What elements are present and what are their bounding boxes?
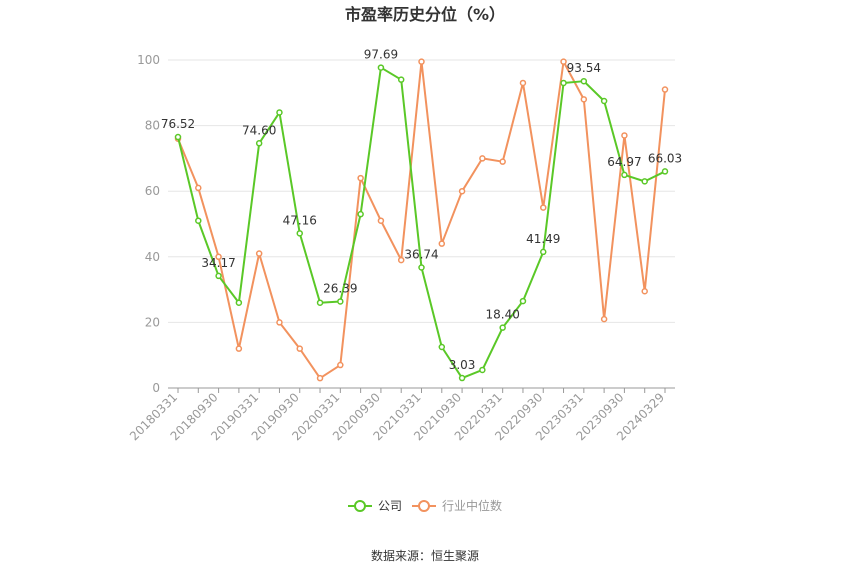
- legend-company-label: 公司: [378, 499, 402, 513]
- industry-median-point: [397, 256, 405, 264]
- legend[interactable]: 公司 行业中位数: [348, 498, 502, 513]
- industry-median-point: [215, 253, 222, 261]
- industry-median-point: [560, 58, 567, 65]
- company-point: [479, 366, 486, 374]
- data-label: 34.17: [201, 256, 235, 270]
- data-label: 3.03: [449, 358, 476, 372]
- company-point: [235, 299, 243, 306]
- data-label: 66.03: [648, 151, 682, 165]
- company-point: [540, 248, 547, 256]
- company-point: [458, 374, 466, 382]
- y-tick-label: 60: [145, 184, 160, 198]
- company-line: [177, 66, 666, 380]
- company-point: [641, 178, 648, 185]
- company-point: [195, 217, 202, 224]
- industry-median-point: [296, 345, 303, 352]
- data-labels: 76.52 34.17 74.60 47.16 26.39 97.69 36.74 3.03 1…: [161, 48, 682, 372]
- industry-median-point: [235, 345, 243, 352]
- company-point: [357, 210, 364, 218]
- company-point: [499, 324, 506, 331]
- industry-median-point: [337, 361, 344, 369]
- company-point: [621, 171, 628, 179]
- data-label: 74.60: [242, 123, 276, 137]
- industry-median-point: [377, 217, 385, 224]
- industry-median-point: [621, 132, 628, 139]
- company-point: [337, 298, 344, 305]
- industry-median-point: [600, 315, 608, 323]
- company-point: [397, 76, 405, 83]
- industry-median-point: [661, 86, 669, 93]
- industry-median-point: [580, 96, 588, 103]
- company-point: [255, 140, 263, 147]
- y-tick-label: 80: [145, 119, 160, 133]
- grid-lines: [168, 59, 675, 323]
- y-tick-label: 40: [145, 250, 160, 264]
- industry-median-point: [641, 287, 648, 295]
- company-point: [438, 343, 446, 351]
- company-point: [560, 79, 567, 87]
- industry-median-point: [479, 155, 486, 162]
- data-label: 18.40: [485, 308, 519, 322]
- company-point: [661, 168, 669, 175]
- company-point: [519, 297, 527, 305]
- industry-median-point: [458, 187, 466, 195]
- company-point: [296, 230, 303, 237]
- legend-industry-marker: [418, 500, 430, 512]
- data-label: 47.16: [283, 213, 317, 227]
- company-point: [316, 299, 324, 306]
- company-point: [215, 272, 222, 280]
- legend-item-company[interactable]: 公司: [348, 499, 402, 513]
- industry-median-point: [499, 158, 506, 165]
- data-label: 26.39: [323, 281, 357, 295]
- data-label: 36.74: [404, 247, 438, 261]
- legend-item-industry-median[interactable]: 行业中位数: [412, 498, 502, 513]
- chart-title: 市盈率历史分位（%）: [345, 5, 505, 24]
- industry-median-point: [195, 184, 202, 192]
- industry-median-point: [540, 204, 547, 211]
- data-label: 97.69: [364, 48, 398, 62]
- company-point: [276, 109, 283, 116]
- y-tick-label: 20: [145, 315, 160, 329]
- industry-median-point: [418, 58, 425, 65]
- y-tick-label: 100: [137, 53, 160, 67]
- legend-company-marker: [354, 500, 366, 512]
- company-point: [600, 97, 608, 105]
- industry-median-line: [177, 60, 666, 380]
- company-point: [418, 264, 425, 271]
- source-text: 数据来源：恒生聚源: [371, 548, 479, 563]
- y-tick-label: 0: [152, 381, 160, 395]
- legend-industry-label: 行业中位数: [442, 498, 502, 513]
- company-point: [174, 133, 182, 141]
- series-layer: [174, 58, 669, 382]
- data-label: 64.97: [607, 155, 641, 169]
- data-label: 76.52: [161, 117, 195, 131]
- industry-median-point: [276, 319, 283, 326]
- data-label: 93.54: [567, 61, 601, 75]
- industry-median-point: [519, 79, 527, 87]
- industry-median-point: [357, 174, 364, 182]
- industry-median-point: [316, 374, 324, 382]
- company-point: [580, 77, 588, 85]
- company-point: [377, 64, 385, 71]
- data-label: 41.49: [526, 232, 560, 246]
- industry-median-point: [438, 240, 446, 247]
- industry-median-point: [255, 250, 263, 257]
